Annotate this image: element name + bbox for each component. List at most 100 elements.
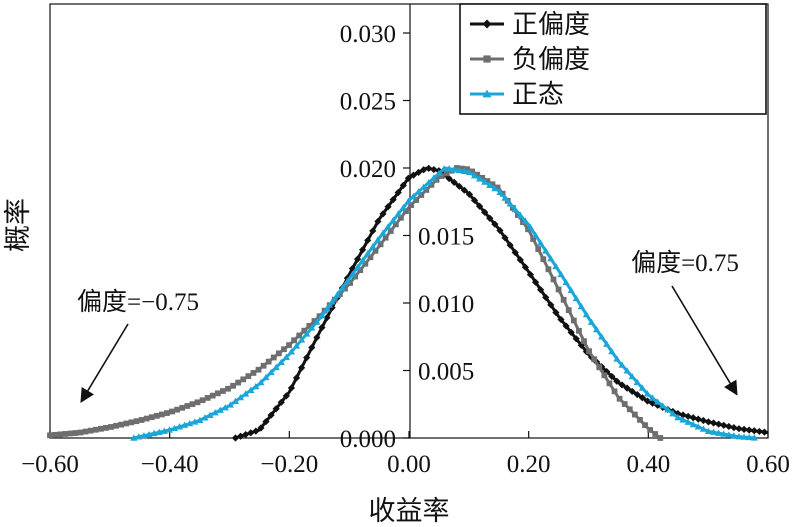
data-point	[550, 276, 557, 283]
data-point	[481, 178, 489, 185]
data-point	[250, 370, 257, 376]
data-point	[275, 350, 282, 357]
data-point	[257, 378, 265, 386]
data-point	[348, 270, 357, 277]
data-point	[699, 425, 707, 432]
data-point	[425, 178, 433, 186]
data-point	[735, 425, 743, 433]
data-point	[621, 401, 628, 407]
data-point	[175, 423, 184, 430]
data-point	[618, 381, 626, 389]
series-0	[231, 164, 769, 442]
data-point	[745, 433, 753, 441]
data-point	[572, 335, 580, 343]
data-point	[399, 181, 407, 190]
y-tick-label: 0.030	[340, 21, 396, 48]
data-point	[659, 402, 667, 409]
data-point	[242, 390, 250, 397]
data-point	[87, 427, 94, 434]
data-point	[715, 420, 723, 428]
data-point	[184, 403, 191, 409]
data-point	[740, 433, 748, 440]
data-point	[337, 291, 343, 298]
data-point	[287, 384, 296, 392]
data-point	[97, 425, 104, 432]
data-point	[113, 422, 119, 429]
data-point	[596, 364, 603, 371]
data-point	[418, 192, 425, 198]
data-point	[720, 430, 728, 437]
data-point	[465, 168, 474, 176]
legend-marker	[482, 19, 492, 29]
annotations: 偏度=−0.75 偏度=0.75	[77, 249, 739, 403]
data-point	[387, 228, 394, 234]
data-point	[664, 406, 672, 413]
axes: −0.60 −0.40 −0.20 0.00 0.20 0.40 0.60 0.000 0.00…	[3, 3, 790, 526]
data-point	[292, 342, 301, 349]
data-point	[306, 322, 313, 329]
data-point	[506, 241, 514, 249]
data-point	[511, 205, 519, 213]
data-point	[613, 377, 621, 385]
data-point	[286, 342, 292, 348]
data-point	[369, 227, 377, 235]
data-point	[260, 362, 267, 369]
data-point	[169, 408, 175, 415]
data-point	[562, 322, 570, 330]
data-point	[469, 168, 476, 175]
data-point	[750, 427, 758, 435]
annotation-positive-skew: 偏度=0.75	[631, 249, 739, 277]
data-point	[297, 364, 306, 372]
data-point	[206, 411, 214, 418]
data-point	[282, 392, 290, 400]
data-point	[311, 318, 318, 324]
data-point	[445, 174, 453, 183]
data-point	[430, 174, 438, 181]
data-point	[389, 196, 397, 204]
data-point	[297, 336, 306, 343]
data-point	[420, 166, 428, 174]
data-point	[484, 178, 491, 184]
data-point	[201, 414, 209, 421]
data-point	[318, 323, 326, 332]
data-point	[277, 398, 285, 406]
data-point	[465, 190, 474, 198]
data-point	[516, 256, 524, 264]
data-point	[570, 317, 577, 324]
data-point	[77, 429, 84, 436]
data-point	[603, 340, 611, 347]
data-point	[450, 178, 458, 187]
data-point	[501, 234, 509, 242]
data-point	[170, 424, 179, 432]
data-point	[430, 165, 438, 174]
data-point	[225, 385, 231, 392]
data-point	[652, 431, 659, 437]
data-point	[521, 263, 529, 271]
data-point	[291, 337, 297, 344]
legend-item: 正态	[470, 80, 564, 109]
data-point	[194, 399, 201, 406]
data-point	[547, 301, 555, 309]
data-point	[494, 184, 501, 191]
data-point	[501, 194, 509, 201]
data-point	[308, 343, 316, 352]
data-point	[369, 243, 377, 250]
data-point	[537, 286, 545, 294]
data-point	[567, 286, 575, 294]
data-point	[582, 310, 591, 318]
data-point	[470, 172, 479, 179]
data-point	[552, 262, 560, 270]
data-point	[303, 330, 311, 337]
data-point	[684, 412, 692, 420]
data-point	[189, 401, 196, 408]
data-point	[247, 386, 255, 393]
legend-marker	[482, 89, 492, 98]
data-point	[560, 296, 567, 303]
data-point	[404, 197, 413, 204]
data-point	[679, 411, 687, 419]
data-point	[398, 214, 404, 221]
data-point	[262, 417, 270, 426]
data-point	[255, 366, 262, 373]
data-point	[704, 427, 713, 435]
